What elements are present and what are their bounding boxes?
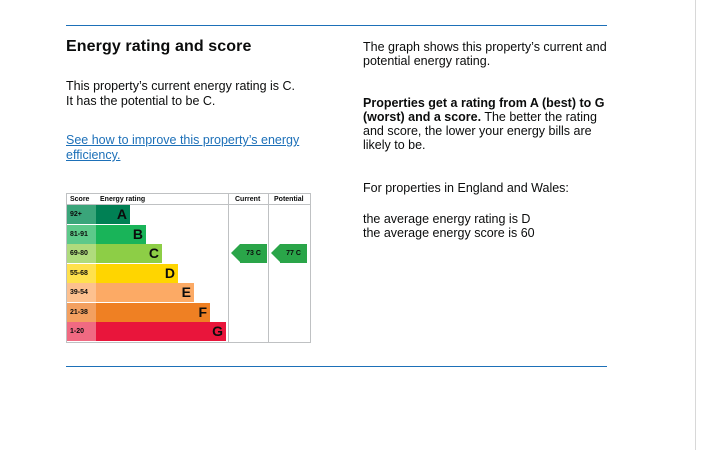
averages: the average energy rating is D the avera… (363, 212, 613, 240)
average-rating-text: the average energy rating is D (363, 212, 531, 226)
bottom-divider (66, 366, 607, 367)
rating-explainer-rest: The better the rating and score, the low… (363, 110, 597, 152)
band-a: 92+ A (67, 205, 227, 224)
band-b: 81-91 B (67, 224, 227, 244)
region-text: For properties in England and Wales: (363, 181, 569, 195)
band-g: 1-20 G (67, 322, 227, 341)
band-range-label: 92+ (67, 205, 96, 224)
band-bar: C (96, 244, 162, 263)
header-energy-rating: Energy rating (100, 196, 146, 203)
rating-explainer: Properties get a rating from A (best) to… (363, 96, 613, 152)
potential-rating-line: It has the potential to be C. (66, 94, 216, 108)
band-f: 21-38 F (67, 302, 227, 322)
band-letter: G (212, 323, 223, 339)
band-bar: B (96, 224, 146, 244)
chart-header-divider (67, 204, 310, 205)
section-title: Energy rating and score (66, 38, 252, 55)
band-range-label: 69-80 (67, 244, 96, 263)
band-letter: A (116, 206, 127, 222)
current-rating-arrow: 73 C (231, 244, 267, 263)
improve-efficiency-link[interactable]: See how to improve this property’s energ… (66, 133, 300, 162)
current-rating-arrow-label: 73 C (240, 244, 267, 263)
potential-rating-arrow-tip (271, 244, 280, 262)
band-d: 55-68 D (67, 263, 227, 283)
band-letter: E (181, 284, 191, 300)
band-range-label: 21-38 (67, 302, 96, 322)
rating-explainer-bold: Properties get a rating from A (best) to… (363, 96, 605, 124)
band-letter: F (198, 303, 207, 320)
chart-column-divider-potential (268, 194, 269, 342)
top-divider (66, 25, 607, 26)
current-rating-arrow-tip (231, 244, 240, 262)
band-bar: E (96, 283, 194, 302)
band-letter: C (148, 245, 159, 261)
band-range-label: 55-68 (67, 263, 96, 283)
header-score: Score (70, 196, 90, 203)
current-rating-text: This property’s current energy rating is… (66, 79, 326, 109)
band-bar: A (96, 205, 130, 224)
band-bar: D (96, 263, 178, 283)
band-letter: B (132, 225, 143, 242)
average-score-text: the average energy score is 60 (363, 226, 535, 240)
band-e: 39-54 E (67, 283, 227, 302)
energy-rating-chart: Score Energy rating Current Potential 92… (66, 193, 311, 343)
band-bar: G (96, 322, 226, 341)
band-c: 69-80 C (67, 244, 227, 263)
graph-explainer: The graph shows this property’s current … (363, 40, 607, 68)
band-range-label: 39-54 (67, 283, 96, 302)
band-letter: D (164, 264, 175, 281)
potential-rating-arrow-label: 77 C (280, 244, 307, 263)
current-rating-line: This property’s current energy rating is… (66, 79, 296, 93)
band-range-label: 81-91 (67, 224, 96, 244)
chart-column-divider-current (228, 194, 229, 342)
header-current: Current (235, 196, 261, 203)
scrollbar[interactable] (695, 0, 716, 450)
potential-rating-arrow: 77 C (271, 244, 307, 263)
band-range-label: 1-20 (67, 322, 96, 341)
header-potential: Potential (274, 196, 304, 203)
band-bar: F (96, 302, 210, 322)
